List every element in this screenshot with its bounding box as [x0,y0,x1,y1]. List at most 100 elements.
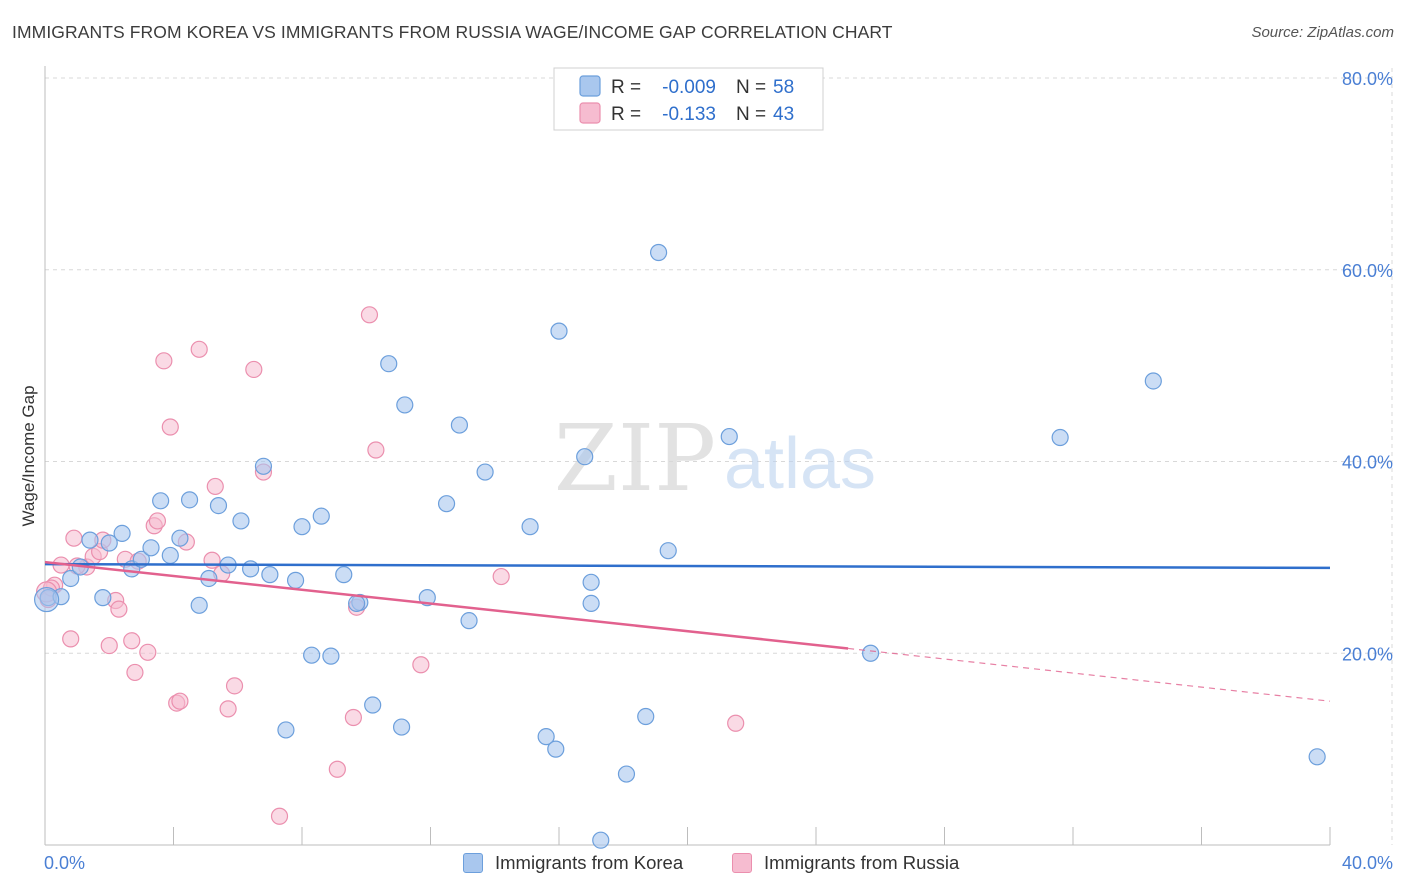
legend-korea-r-label: R = [611,77,641,98]
korea-point [460,612,478,630]
russia-point [219,700,237,718]
korea-point [396,396,414,414]
korea-point [171,529,189,547]
korea-point [637,707,655,726]
korea-point [364,696,382,714]
x-tick-label: 0.0% [44,853,85,873]
russia-point [492,567,510,586]
korea-point [1144,372,1162,390]
bottom-legend-korea: Immigrants from Korea [463,852,683,874]
korea-point [161,546,179,565]
bottom-legend-russia: Immigrants from Russia [732,852,959,874]
russia-trend-line [44,560,849,650]
korea-point [34,586,60,613]
korea-point [232,512,250,530]
legend-korea-swatch [579,75,601,97]
grid-lines [45,68,1393,845]
legend-russia-n-label: N = [736,104,766,125]
russia-point [171,692,189,710]
korea-point [242,560,260,578]
bottom-legend-russia-swatch [732,853,752,873]
russia-point [155,352,173,370]
russia-point [328,760,346,778]
watermark: ZIP atlas [554,405,876,512]
russia-point [100,636,118,655]
korea-point [592,831,610,849]
bottom-legend-russia-label: Immigrants from Russia [764,852,960,873]
y-tick-label: 20.0% [1342,644,1393,664]
korea-point [582,573,600,591]
korea-point [293,518,311,536]
korea-point [209,497,228,515]
y-tick-label: 40.0% [1342,453,1393,473]
russia-point [123,632,141,650]
russia-point [148,512,167,530]
korea-point [113,524,131,543]
korea-point [142,539,160,557]
x-tick-label: 40.0% [1342,853,1393,873]
y-tick-labels: 20.0% 40.0% 60.0% 80.0% [1342,69,1393,664]
y-axis-label: Wage/Income Gap [19,385,38,526]
russia-point [62,630,80,648]
korea-point [335,566,353,584]
bottom-legend-korea-swatch [463,853,483,873]
korea-point [437,495,456,513]
korea-point [521,518,539,536]
watermark-atlas: atlas [724,424,876,504]
korea-point [550,322,568,340]
korea-point [1308,748,1326,766]
korea-point [659,542,677,560]
korea-point [537,728,555,746]
russia-point [126,663,144,682]
korea-point [450,416,469,434]
bottom-legend: Immigrants from Korea Immigrants from Ru… [0,850,1406,880]
korea-point [254,457,273,475]
legend-korea-n-value: 58 [773,77,794,98]
korea-point [322,647,340,665]
korea-point [380,355,398,373]
russia-point [110,600,128,618]
legend-korea-r-value: -0.009 [662,77,716,98]
legend-russia-r-value: -0.133 [662,104,716,125]
russia-point [727,714,745,732]
bottom-legend-korea-label: Immigrants from Korea [495,852,684,873]
korea-point [180,491,199,509]
korea-point [576,448,594,466]
korea-point [348,594,366,612]
top-legend: R = -0.009 N = 58 R = -0.133 N = 43 [553,67,824,131]
korea-points [34,243,1326,849]
korea-point [862,644,880,662]
korea-point [476,463,494,481]
russia-point [412,656,430,674]
korea-point [81,531,99,549]
korea-point [62,569,80,588]
korea-point [617,765,636,783]
russia-point [206,477,224,496]
x-tick-labels: 0.0% 40.0% [44,853,1393,873]
chart-source: Source: ZipAtlas.com [1251,24,1394,41]
russia-point [225,677,244,695]
korea-point [190,596,208,614]
korea-point [277,721,295,739]
korea-point [152,492,170,510]
y-tick-label: 80.0% [1342,69,1393,89]
russia-point [344,708,362,727]
russia-trend-extension [848,647,1331,702]
korea-point [1051,428,1069,447]
russia-point [161,418,179,436]
legend-russia-r-label: R = [611,104,641,125]
y-tick-label: 60.0% [1342,261,1393,281]
korea-point [303,646,321,664]
korea-point [547,740,565,758]
korea-point [720,427,738,446]
korea-point [649,243,668,262]
legend-korea-n-label: N = [736,77,766,98]
legend-russia-n-value: 43 [773,104,794,125]
korea-point [312,507,330,525]
russia-point [139,643,157,661]
korea-point [286,571,305,589]
korea-point [100,534,118,552]
russia-point [360,306,379,324]
axes [44,66,1331,846]
